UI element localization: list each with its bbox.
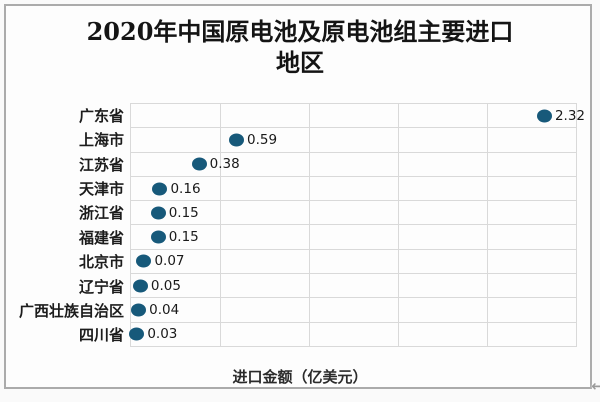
data-point-value-label: 0.15 bbox=[168, 204, 199, 221]
data-point-value-label: 0.16 bbox=[170, 180, 201, 197]
plot-row: 0.38 bbox=[131, 153, 576, 177]
data-point-marker bbox=[132, 279, 148, 293]
category-axis-labels: 广东省上海市江苏省天津市浙江省福建省北京市辽宁省广西壮族自治区四川省 bbox=[0, 103, 124, 347]
chart-title: 2020年中国原电池及原电池组主要进口 地区 bbox=[0, 16, 600, 78]
plot-area: 2.32 0.59 0.38 0.16 0.15 0.15 0.07 0.05 0.04 0.03 bbox=[129, 103, 585, 347]
plot-row: 0.16 bbox=[131, 177, 576, 202]
data-point-value-label: 0.03 bbox=[147, 326, 178, 343]
plot-row: 0.04 bbox=[131, 298, 576, 323]
left-arrow-cursor-icon: ← bbox=[591, 377, 600, 395]
data-point-marker bbox=[536, 109, 552, 123]
chart-frame bbox=[4, 4, 592, 389]
category-label: 天津市 bbox=[78, 179, 124, 198]
category-label: 广东省 bbox=[78, 106, 124, 125]
plot-row: 0.15 bbox=[131, 201, 576, 226]
category-label: 广西壮族自治区 bbox=[18, 301, 124, 320]
category-label: 上海市 bbox=[78, 131, 124, 150]
category-label: 江苏省 bbox=[78, 155, 124, 174]
data-point-marker bbox=[152, 182, 168, 196]
category-label: 辽宁省 bbox=[78, 277, 124, 296]
category-label: 浙江省 bbox=[78, 204, 124, 223]
data-point-value-label: 0.05 bbox=[150, 277, 181, 294]
category-label: 四川省 bbox=[78, 326, 124, 345]
data-point-value-label: 0.38 bbox=[209, 156, 240, 173]
plot-row: 2.32 bbox=[131, 104, 585, 129]
plot-row: 0.05 bbox=[131, 274, 576, 299]
data-point-marker bbox=[191, 157, 207, 171]
chart-title-line1: 2020年中国原电池及原电池组主要进口 bbox=[86, 17, 514, 46]
plot-row: 0.07 bbox=[131, 250, 576, 275]
data-point-value-label: 0.04 bbox=[149, 302, 180, 319]
data-point-value-label: 0.07 bbox=[154, 253, 185, 270]
category-label: 福建省 bbox=[78, 228, 124, 247]
chart-title-line2: 地区 bbox=[276, 48, 324, 77]
data-point-marker bbox=[150, 206, 166, 220]
data-point-marker bbox=[131, 303, 147, 317]
plot-row: 0.03 bbox=[129, 323, 576, 346]
data-point-value-label: 2.32 bbox=[554, 107, 586, 124]
data-point-marker bbox=[229, 133, 245, 147]
data-point-marker bbox=[136, 254, 152, 268]
x-axis-title: 进口金额（亿美元） bbox=[232, 368, 368, 386]
data-point-marker bbox=[129, 327, 145, 341]
plot-row: 0.15 bbox=[131, 225, 576, 250]
data-point-value-label: 0.15 bbox=[168, 229, 199, 246]
data-point-marker bbox=[150, 230, 166, 244]
data-point-value-label: 0.59 bbox=[247, 131, 278, 148]
category-label: 北京市 bbox=[78, 253, 124, 272]
plot-row: 0.59 bbox=[131, 128, 576, 153]
